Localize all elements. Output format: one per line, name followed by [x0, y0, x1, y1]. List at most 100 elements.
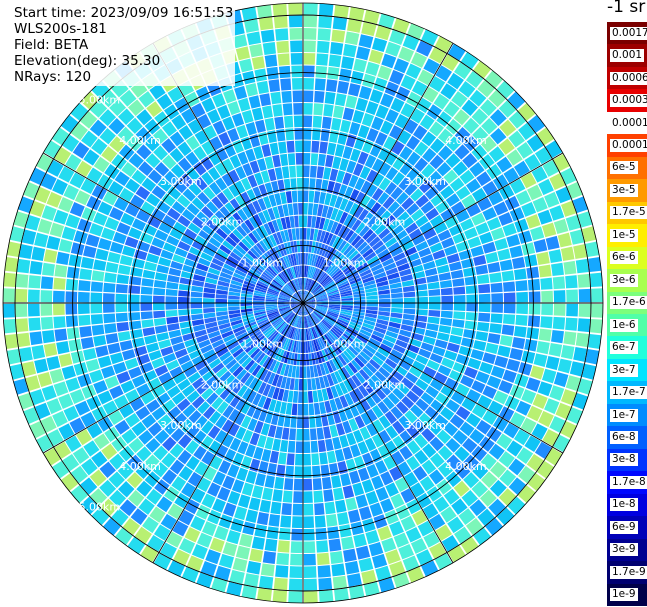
ray-gate — [70, 350, 85, 364]
ray-gate — [40, 316, 54, 330]
ray-gate — [241, 311, 254, 316]
colorbar-swatch: 1e-8 — [607, 493, 647, 517]
ray-gate — [447, 516, 464, 534]
ray-gate — [192, 216, 205, 229]
ray-gate — [438, 325, 452, 334]
ray-gate — [271, 219, 280, 232]
ray-gate — [303, 478, 313, 491]
ray-gate — [222, 405, 235, 419]
ray-gate — [282, 310, 293, 318]
ray-gate — [585, 241, 600, 257]
ray-gate — [473, 340, 487, 351]
ray-gate — [321, 476, 332, 490]
ray-gate — [258, 278, 270, 286]
ray-gate — [269, 314, 281, 322]
ray-gate — [315, 294, 327, 299]
ray-gate — [257, 434, 267, 448]
ray-gate — [353, 205, 364, 219]
ray-gate — [545, 140, 563, 158]
ray-gate — [506, 440, 523, 457]
ray-gate — [80, 111, 98, 129]
ray-gate — [321, 320, 331, 330]
ray-gate — [472, 463, 489, 480]
ray-gate — [445, 437, 461, 453]
ray-gate — [514, 373, 529, 388]
ray-gate — [241, 287, 254, 293]
ray-gate — [101, 146, 118, 163]
ray-gate — [455, 209, 470, 223]
ray-gate — [83, 245, 97, 258]
ray-gate — [178, 509, 195, 526]
ray-gate — [260, 29, 275, 43]
ray-gate — [232, 212, 244, 225]
ray-gate — [264, 327, 275, 337]
ray-gate — [361, 21, 377, 37]
ray-gate — [265, 305, 278, 309]
ray-gate — [326, 412, 335, 426]
ray-gate — [415, 315, 428, 323]
ray-gate — [533, 239, 548, 253]
ray-gate — [287, 282, 296, 293]
ray-gate — [260, 422, 271, 436]
ray-gate — [319, 376, 326, 389]
ray-gate — [424, 406, 439, 420]
ray-gate — [277, 273, 287, 284]
ray-gate — [577, 378, 593, 395]
ray-gate — [521, 389, 537, 404]
ray-gate — [332, 358, 341, 370]
ray-gate — [215, 303, 228, 308]
ray-gate — [127, 99, 145, 116]
ray-gate — [410, 52, 428, 68]
ray-gate — [316, 270, 324, 282]
ray-gate — [362, 452, 374, 467]
ray-gate — [307, 253, 311, 265]
ray-gate — [282, 256, 290, 268]
ray-gate — [479, 154, 495, 170]
range-label: 2.00km — [201, 378, 243, 391]
ray-gate — [136, 109, 153, 126]
ray-gate — [487, 333, 501, 344]
ray-gate — [257, 395, 267, 408]
ray-gate — [77, 218, 92, 233]
ray-gate — [437, 462, 454, 478]
ray-gate — [253, 214, 263, 227]
ray-gate — [207, 267, 221, 276]
ray-gate — [186, 167, 200, 182]
ray-gate — [73, 362, 88, 376]
ray-gate — [303, 203, 308, 215]
ray-gate — [128, 152, 144, 169]
ray-gate — [259, 368, 269, 381]
ray-gate — [407, 23, 425, 40]
ray-gate — [429, 76, 446, 93]
ray-gate — [485, 251, 499, 264]
ray-gate — [347, 377, 358, 390]
colorbar-swatch: 0.0003 — [607, 89, 647, 113]
ray-gate — [78, 314, 91, 326]
ray-gate — [202, 186, 216, 200]
ray-gate — [276, 231, 284, 244]
ray-gate — [423, 366, 437, 378]
ray-gate — [280, 350, 288, 363]
ray-gate — [400, 515, 416, 532]
ray-gate — [293, 303, 303, 312]
ray-gate — [212, 232, 225, 244]
ray-gate — [303, 294, 313, 303]
ray-gate — [475, 222, 490, 235]
ray-gate — [463, 135, 479, 152]
ray-gate — [271, 412, 280, 426]
ray-gate — [461, 99, 479, 116]
ray-gate — [374, 223, 387, 236]
ray-gate — [262, 551, 276, 564]
ray-gate — [105, 333, 119, 344]
ray-gate — [19, 244, 33, 259]
ray-gate — [229, 251, 242, 262]
ray-gate — [28, 275, 41, 289]
ray-gate — [516, 303, 528, 315]
ray-gate — [391, 303, 403, 308]
ray-gate — [392, 435, 406, 450]
ray-gate — [357, 441, 369, 455]
ray-gate — [403, 308, 416, 315]
ray-gate — [119, 499, 137, 517]
ray-gate — [162, 378, 177, 392]
ray-gate — [364, 251, 377, 262]
